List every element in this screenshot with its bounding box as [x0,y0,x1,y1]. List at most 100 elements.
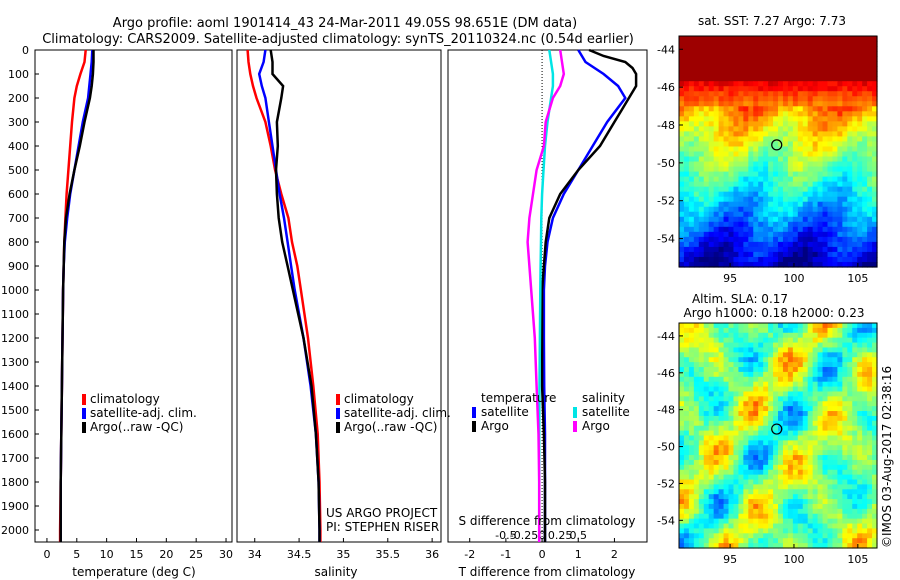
heatmap-cell [718,226,725,233]
heatmap-cell [832,256,838,263]
heatmap-cell [802,381,809,388]
heatmap-cell [768,323,774,329]
heatmap-cell [852,499,858,505]
heatmap-cell [738,499,744,505]
heatmap-cell [763,327,769,334]
heatmap-cell [683,411,690,417]
heatmap-cell [802,420,809,427]
heatmap-cell [827,337,834,344]
latitude-tick-label: -50 [657,441,675,454]
heatmap-cell [763,101,769,107]
legend-label-satellite: satellite-adj. clim. [344,406,451,420]
heatmap-cell [683,181,690,188]
heatmap-cell [713,523,720,530]
heatmap-cell [773,166,779,173]
heatmap-cell [792,151,799,158]
difference-panel: -2 -1 0 1 2 -0.5-0.25 0 0.250.5 S difference f… [447,48,648,579]
heatmap-cell [792,420,799,427]
heatmap-cell [792,508,799,515]
heatmap-cell [812,81,819,87]
heatmap-cell [768,538,774,544]
heatmap-cell [763,362,769,368]
heatmap-cell [679,518,685,525]
heatmap-cell [852,66,858,72]
heatmap-cell [817,51,824,57]
heatmap-cell [738,46,744,52]
heatmap-cell [812,323,819,329]
heatmap-cell [857,181,863,188]
heatmap-cell [807,86,814,92]
heatmap-cell [812,96,819,102]
heatmap-cell [782,503,789,510]
heatmap-cell [698,528,705,534]
heatmap-cell [728,469,735,476]
heatmap-cell [773,435,779,441]
heatmap-cell [708,66,715,72]
heatmap-cell [822,206,829,213]
heatmap-cell [842,523,848,530]
heatmap-cell [763,445,769,451]
heatmap-cell [857,376,863,383]
heatmap-cell [718,450,725,456]
heatmap-cell [872,450,878,456]
heatmap-cell [802,61,809,67]
heatmap-cell [817,176,824,183]
heatmap-cell [862,176,868,183]
heatmap-cell [693,246,700,253]
heatmap-cell [728,543,735,549]
heatmap-cell [787,362,794,368]
heatmap-cell [787,196,794,203]
heatmap-cell [743,141,749,148]
heatmap-cell [693,61,700,67]
heatmap-cell [867,538,873,544]
heatmap-cell [688,136,695,143]
heatmap-cell [773,236,779,243]
heatmap-cell [827,347,834,353]
heatmap-cell [857,61,863,67]
heatmap-cell [857,226,863,233]
heatmap-cell [718,332,725,339]
heatmap-cell [787,41,794,47]
heatmap-cell [782,362,789,368]
heatmap-cell [827,327,834,334]
heatmap-cell [679,479,685,486]
heatmap-cell [738,146,744,153]
heatmap-cell [683,206,690,213]
depth-tick-label: 500 [8,164,29,177]
heatmap-cell [847,46,853,52]
heatmap-cell [753,236,759,243]
heatmap-cell [718,347,725,353]
heatmap-cell [812,71,819,77]
heatmap-cell [802,91,809,97]
heatmap-cell [807,186,814,193]
heatmap-cell [748,236,754,243]
heatmap-cell [703,176,710,183]
heatmap-cell [862,513,868,520]
heatmap-cell [822,513,829,520]
heatmap-cell [862,459,868,466]
heatmap-cell [728,459,735,466]
heatmap-cell [778,503,784,510]
heatmap-cell [857,455,863,461]
heatmap-cell [787,543,794,549]
heatmap-cell [748,126,754,133]
heatmap-cell [748,171,754,178]
heatmap-cell [817,469,824,476]
heatmap-cell [688,533,695,539]
heatmap-cell [703,401,710,407]
heatmap-cell [773,479,779,486]
heatmap-cell [817,46,824,52]
heatmap-cell [827,191,834,198]
heatmap-cell [708,61,715,67]
heatmap-cell [713,474,720,481]
heatmap-cell [728,121,735,127]
heatmap-cell [812,435,819,441]
heatmap-cell [728,51,735,57]
heatmap-cell [857,362,863,368]
heatmap-cell [728,371,735,378]
heatmap-cell [802,499,809,505]
heatmap-cell [817,156,824,163]
heatmap-cell [723,362,730,368]
heatmap-cell [847,347,853,353]
heatmap-cell [708,36,715,42]
